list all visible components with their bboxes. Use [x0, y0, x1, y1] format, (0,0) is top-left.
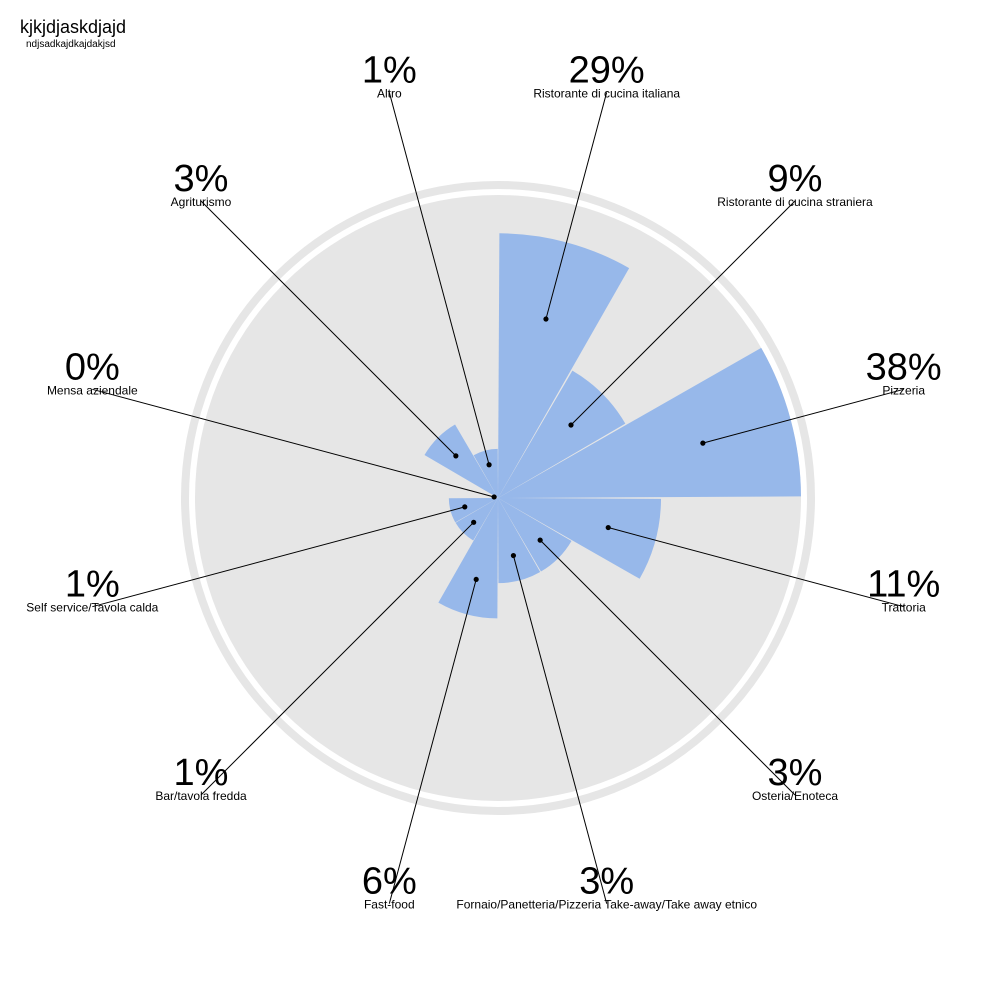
- leader-line-ristorante-di-cucina-straniera: [570, 200, 796, 426]
- leader-layer: [92, 92, 904, 904]
- category-label-bar-tavola-fredda: Bar/tavola fredda: [155, 789, 247, 803]
- outer-ring: [181, 181, 815, 815]
- leader-dot-ristorante-di-cucina-italiana: [543, 316, 549, 322]
- leader-line-mensa-aziendale: [92, 388, 495, 498]
- category-label-altro: Altro: [377, 86, 402, 100]
- leader-dot-altro: [486, 462, 492, 468]
- label-layer: 29%Ristorante di cucina italiana 9%Ristor…: [26, 49, 941, 911]
- category-label-ristorante-di-cucina-italiana: Ristorante di cucina italiana: [533, 86, 680, 100]
- leader-line-ristorante-di-cucina-italiana: [545, 92, 608, 320]
- category-label-fast-food: Fast-food: [364, 898, 415, 912]
- category-label-osteria-enoteca: Osteria/Enoteca: [752, 789, 838, 803]
- category-label-ristorante-di-cucina-straniera: Ristorante di cucina straniera: [717, 195, 873, 209]
- value-label-osteria-enoteca: 3%: [768, 752, 823, 794]
- leader-dot-fast-food: [473, 576, 479, 583]
- category-label-fornaio-panetteria-pizzeria-take-away-take-away-etnico: Fornaio/Panetteria/Pizzeria Take-away/Ta…: [456, 898, 757, 912]
- leader-dot-mensa-aziendale: [491, 494, 497, 500]
- leader-dot-fornaio-panetteria-pizzeria-take-away-take-away-etnico: [510, 552, 517, 559]
- leader-line-fast-food: [388, 579, 477, 904]
- leader-dot-pizzeria: [700, 440, 706, 446]
- leader-line-bar-tavola-fredda: [200, 521, 475, 796]
- value-label-ristorante-di-cucina-italiana: 29%: [569, 49, 645, 91]
- category-label-agriturismo: Agriturismo: [171, 195, 232, 209]
- leader-line-agriturismo: [200, 200, 457, 457]
- sector-ristorante-di-cucina-italiana[interactable]: [498, 233, 630, 498]
- value-label-bar-tavola-fredda: 1%: [174, 752, 229, 794]
- value-label-fornaio-panetteria-pizzeria-take-away-take-away-etnico: 3%: [579, 861, 634, 903]
- category-label-pizzeria: Pizzeria: [882, 383, 925, 397]
- value-label-agriturismo: 3%: [174, 158, 229, 200]
- value-label-ristorante-di-cucina-straniera: 9%: [768, 158, 823, 200]
- leader-dot-bar-tavola-fredda: [471, 519, 477, 525]
- sector-fornaio-panetteria-pizzeria-take-away-take-away-etnico[interactable]: [498, 498, 541, 584]
- chart-subtitle: ndjsadkajdkajdakjsd: [26, 39, 116, 50]
- value-label-pizzeria: 38%: [866, 346, 942, 388]
- chart-title: kjkjdjaskdjajd: [20, 17, 127, 37]
- sector-trattoria[interactable]: [498, 498, 662, 579]
- value-label-altro: 1%: [362, 49, 417, 91]
- leader-line-fornaio-panetteria-pizzeria-take-away-take-away-etnico: [512, 555, 608, 904]
- sector-self-service-tavola-calda[interactable]: [448, 498, 498, 523]
- leader-line-altro: [388, 92, 490, 465]
- leader-line-pizzeria: [702, 388, 904, 444]
- leader-dot-osteria-enoteca: [537, 537, 543, 543]
- sector-layer: [424, 233, 801, 619]
- category-label-self-service-tavola-calda: Self service/Tavola calda: [26, 601, 158, 615]
- sector-pizzeria[interactable]: [498, 347, 801, 498]
- leader-line-osteria-enoteca: [539, 539, 796, 796]
- leader-dot-trattoria: [605, 524, 611, 531]
- leader-line-trattoria: [608, 527, 904, 608]
- sector-fast-food[interactable]: [438, 498, 498, 619]
- leader-dot-agriturismo: [453, 453, 459, 459]
- value-label-trattoria: 11%: [867, 564, 940, 606]
- value-label-self-service-tavola-calda: 1%: [65, 564, 120, 606]
- category-label-mensa-aziendale: Mensa aziendale: [47, 383, 138, 397]
- sector-altro[interactable]: [473, 448, 498, 498]
- category-label-trattoria: Trattoria: [882, 601, 927, 615]
- value-label-mensa-aziendale: 0%: [65, 346, 120, 388]
- leader-dot-ristorante-di-cucina-straniera: [568, 422, 574, 428]
- leader-line-self-service-tavola-calda: [92, 506, 465, 608]
- value-label-fast-food: 6%: [362, 861, 417, 903]
- leader-dot-self-service-tavola-calda: [462, 504, 468, 510]
